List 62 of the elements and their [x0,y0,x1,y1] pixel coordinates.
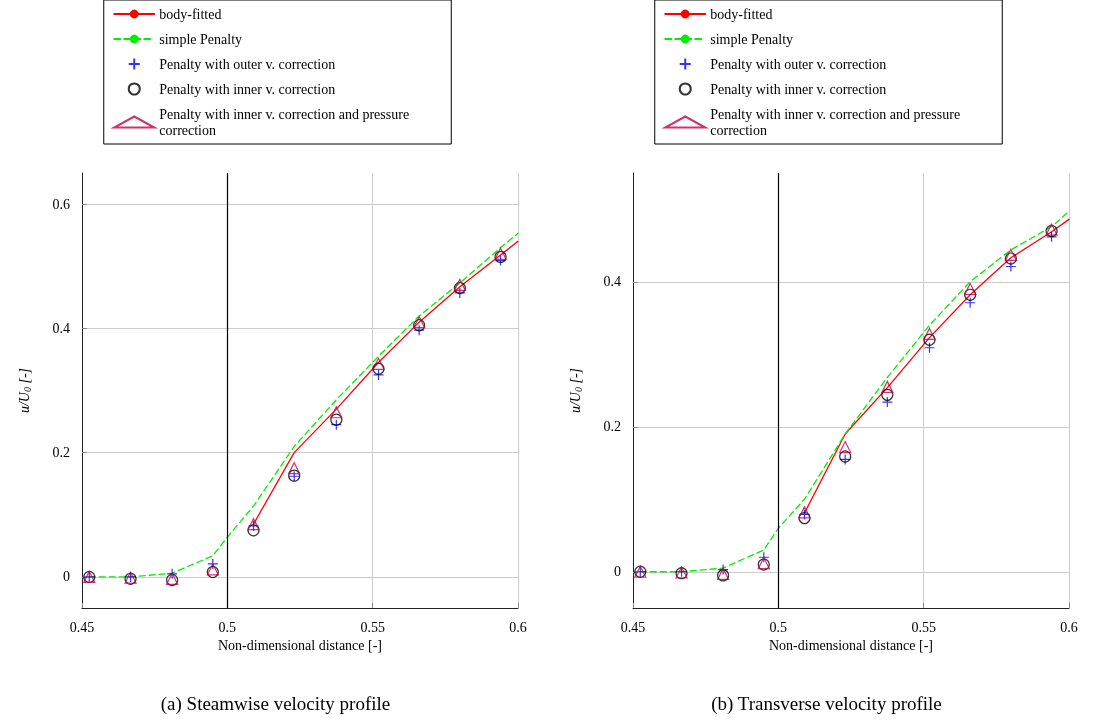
point [454,287,466,299]
point [288,462,301,475]
legend-label: simple Penalty [710,31,794,47]
point [166,568,178,580]
point [923,333,936,346]
point [798,512,811,525]
point [964,288,977,301]
point [247,524,260,537]
x-tick-label: 0.45 [69,619,95,635]
point [330,413,343,426]
point [964,297,976,309]
text: (b) Transverse velocity profile [711,693,942,715]
legend-label: body-fitted [159,6,222,22]
y-axis-title: u/U0 [-] [567,367,584,414]
point [453,281,466,295]
point [1045,231,1058,243]
point [758,551,770,563]
legend-label: Penalty with outer v. correction [159,56,336,72]
point [453,278,466,291]
point [923,342,936,354]
legend-label: Penalty with inner v. correction and pressure correction [159,106,413,138]
x-tick-label: 0.5 [218,619,237,635]
y-tick-label: 0.2 [52,445,70,461]
x-tick-label: 0.5 [769,619,788,635]
legend-label: Penalty with outer v. correction [710,56,887,72]
point [1005,260,1017,273]
y-tick-label: 0 [614,564,621,580]
point [839,440,852,454]
point [923,327,936,341]
y-tick-label: 0.4 [52,320,70,336]
legend-label: Penalty with inner v. correction [710,81,887,97]
legend-label: body-fitted [710,6,773,22]
y-tick-label: 0.2 [603,419,621,435]
x-axis-title: Non-dimensional distance [-] [217,638,383,654]
legend-label: simple Penalty [159,31,243,47]
x-tick-label: 0.55 [911,619,936,635]
x-tick-label: 0.6 [1060,619,1078,635]
point [717,563,729,576]
y-tick-label: 0.6 [52,196,70,212]
point [372,369,385,381]
x-tick-label: 0.55 [360,619,385,635]
point [881,380,894,393]
x-tick-label: 0.6 [509,619,527,635]
text: (a) Steamwise velocity profile [160,693,391,715]
point [964,282,977,296]
point [413,324,425,336]
x-tick-label: 0.45 [620,619,646,635]
point [330,406,343,419]
y-axis-title: u/U0 [-] [16,367,33,414]
point [1004,248,1017,262]
point [372,362,385,375]
y-tick-label: 0 [63,569,70,585]
point [881,388,894,401]
x-axis-title: Non-dimensional distance [-] [768,638,934,654]
legend-label: Penalty with inner v. correction [159,81,336,97]
point [330,419,342,431]
legend-label: Penalty with inner v. correction and pressure correction [710,106,964,138]
y-tick-label: 0.4 [603,274,621,290]
point [207,558,219,570]
point [1004,252,1017,265]
point [372,357,385,370]
point [881,396,893,408]
